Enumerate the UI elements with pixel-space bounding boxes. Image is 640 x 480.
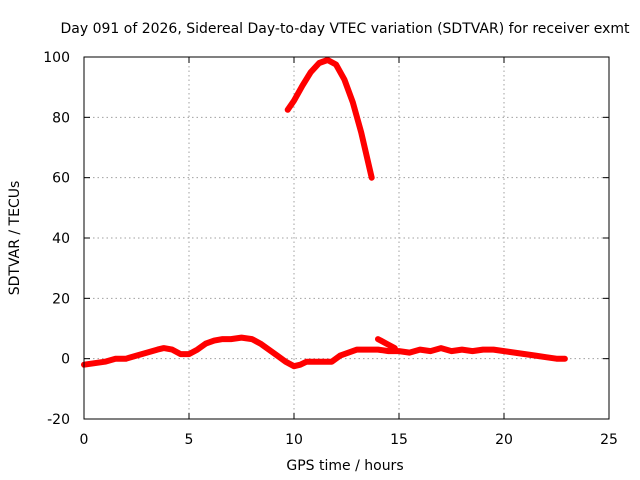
sdtvar-series-line-2: [284, 57, 375, 181]
y-tick-label: 40: [52, 231, 70, 247]
sdtvar-series-line-1: [81, 334, 568, 370]
x-tick-label: 0: [80, 432, 89, 448]
series-layer: [81, 57, 568, 370]
y-tick-label: 0: [61, 352, 70, 368]
y-tick-label: 80: [52, 110, 70, 126]
chart-title: Day 091 of 2026, Sidereal Day-to-day VTE…: [61, 21, 631, 37]
x-tick-label: 5: [185, 432, 194, 448]
y-axis-label: SDTVAR / TECUs: [7, 181, 23, 296]
y-tick-label: 60: [52, 171, 70, 187]
x-axis-ticks: 0 5 10 15 20 25: [80, 57, 618, 448]
y-tick-label: 100: [43, 50, 70, 66]
grid-lines: [84, 57, 609, 419]
sdtvar-series-line-3: [375, 336, 398, 352]
y-axis-ticks: -20 0 20 40 60 80 100: [43, 50, 609, 428]
x-tick-label: 15: [390, 432, 408, 448]
x-tick-label: 25: [600, 432, 618, 448]
x-tick-label: 20: [495, 432, 513, 448]
x-tick-label: 10: [285, 432, 303, 448]
plot-area: [81, 57, 568, 370]
y-tick-label: 20: [52, 291, 70, 307]
y-tick-label: -20: [47, 412, 70, 428]
x-axis-label: GPS time / hours: [286, 458, 403, 474]
